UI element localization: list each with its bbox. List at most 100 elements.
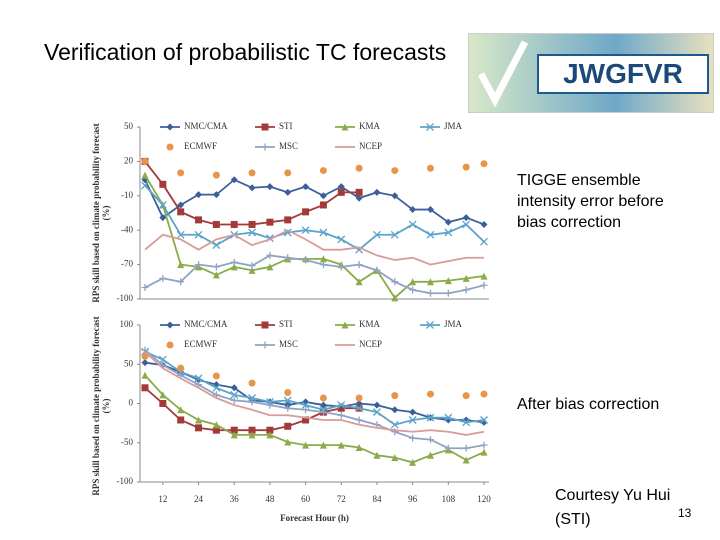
marker [337, 235, 346, 244]
marker [391, 406, 399, 414]
marker [444, 289, 452, 297]
series-line [144, 178, 485, 226]
y-tick-label: -70 [121, 259, 133, 269]
marker [230, 426, 238, 434]
marker [302, 255, 310, 263]
marker [177, 406, 185, 414]
marker [355, 443, 363, 451]
marker [480, 448, 488, 456]
marker [248, 398, 256, 406]
marker [373, 266, 381, 274]
marker [177, 201, 185, 209]
marker [176, 368, 185, 377]
marker [373, 451, 381, 459]
series-line [144, 229, 484, 266]
series-line [144, 361, 485, 424]
marker [141, 157, 149, 165]
y-tick-label: 100 [120, 319, 134, 329]
marker [266, 431, 274, 439]
marker [195, 376, 203, 384]
marker [284, 404, 292, 412]
marker [284, 188, 292, 196]
y-tick-label: 0 [129, 398, 134, 408]
y-axis-label: RPS skill based on climate probability f… [91, 316, 111, 496]
marker [284, 422, 292, 430]
marker [462, 416, 470, 424]
marker [391, 392, 399, 400]
marker [230, 220, 238, 228]
marker [426, 413, 435, 422]
marker [159, 391, 167, 399]
marker [319, 408, 327, 416]
marker [355, 261, 363, 269]
x-tick-label: 72 [337, 494, 346, 504]
marker [302, 406, 310, 414]
marker [212, 381, 220, 389]
marker [177, 169, 185, 177]
marker [426, 414, 434, 422]
marker [426, 289, 434, 297]
marker [141, 384, 149, 392]
legend-label: JMA [444, 319, 463, 329]
marker [230, 384, 238, 392]
marker [261, 143, 269, 151]
marker [284, 255, 292, 263]
x-tick-label: 48 [265, 494, 275, 504]
marker [426, 436, 434, 444]
marker [355, 394, 363, 402]
marker [159, 201, 167, 209]
marker [195, 263, 203, 271]
y-tick-label: -10 [121, 190, 133, 200]
marker [373, 188, 381, 196]
x-tick-label: 36 [230, 494, 240, 504]
marker [230, 230, 239, 239]
logo-text: JWGFVR [537, 54, 709, 94]
legend-label: JMA [444, 121, 463, 131]
marker [212, 421, 220, 429]
marker [319, 394, 327, 402]
x-tick-label: 120 [477, 494, 491, 504]
marker [409, 278, 417, 286]
legend-label: NMC/CMA [184, 121, 228, 131]
marker [248, 396, 256, 404]
marker [261, 341, 269, 349]
marker [462, 392, 470, 400]
marker [176, 230, 185, 239]
marker [462, 163, 470, 171]
marker [391, 294, 399, 302]
series-line [144, 184, 485, 251]
marker [141, 347, 149, 356]
marker [302, 398, 310, 406]
y-tick-label: -50 [121, 437, 133, 447]
marker [141, 284, 149, 292]
marker [372, 408, 381, 417]
marker [177, 416, 185, 424]
marker [337, 401, 346, 410]
series-line [144, 350, 485, 426]
marker [248, 394, 257, 402]
marker [195, 416, 203, 424]
marker [444, 277, 452, 285]
marker [319, 401, 327, 409]
marker [462, 220, 471, 229]
marker [230, 396, 238, 404]
marker [177, 364, 185, 372]
y-tick-label: -100 [117, 293, 134, 303]
marker [248, 184, 256, 192]
marker [426, 278, 434, 286]
marker [391, 278, 399, 286]
marker [480, 390, 488, 398]
marker [159, 274, 167, 282]
marker [372, 230, 381, 239]
marker [409, 408, 417, 416]
marker [302, 183, 310, 191]
marker [266, 218, 274, 226]
marker [409, 286, 417, 294]
marker [444, 218, 452, 226]
marker [141, 176, 149, 184]
note: TIGGE ensemble intensity error before bi… [517, 172, 664, 231]
marker [373, 421, 381, 429]
marker [462, 456, 470, 464]
marker [444, 444, 452, 452]
marker [408, 416, 417, 424]
